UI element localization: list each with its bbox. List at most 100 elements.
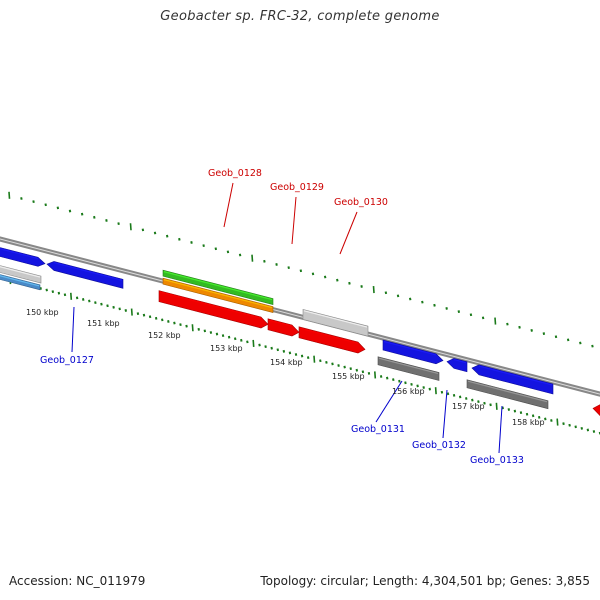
minor-tick xyxy=(263,259,266,263)
minor-tick xyxy=(264,345,267,349)
gene-g0129 xyxy=(267,318,300,337)
minor-tick xyxy=(452,393,456,397)
minor-tick xyxy=(294,353,298,356)
minor-tick xyxy=(190,241,193,244)
minor-tick xyxy=(591,344,594,348)
minor-tick xyxy=(507,408,511,411)
minor-tick xyxy=(518,325,521,329)
feature-track xyxy=(0,247,600,416)
minor-tick xyxy=(433,303,436,307)
gene-highlight xyxy=(378,357,439,375)
minor-tick xyxy=(258,343,261,347)
gene-highlight xyxy=(453,359,467,364)
minor-tick xyxy=(94,301,97,305)
major-tick xyxy=(252,339,255,348)
leader-line xyxy=(339,211,358,255)
minor-tick xyxy=(202,244,205,248)
major-tick xyxy=(494,317,497,325)
minor-tick xyxy=(51,290,55,293)
minor-tick xyxy=(477,400,480,404)
major-tick xyxy=(129,223,132,231)
gene-label: Geob_0127 xyxy=(40,355,94,366)
minor-tick xyxy=(276,348,279,352)
minor-tick xyxy=(197,327,200,331)
minor-tick xyxy=(530,329,533,332)
minor-tick xyxy=(112,305,115,309)
gene-highlight xyxy=(163,271,273,301)
minor-tick xyxy=(185,324,188,328)
minor-tick xyxy=(246,340,249,344)
minor-tick xyxy=(367,371,371,375)
gene-g0133_blue xyxy=(471,364,554,395)
minor-tick xyxy=(306,356,310,360)
gene-g_right_red xyxy=(592,404,600,416)
minor-tick xyxy=(165,234,169,238)
minor-tick xyxy=(428,387,431,391)
minor-tick xyxy=(348,281,351,285)
minor-tick xyxy=(118,307,121,311)
minor-tick xyxy=(238,253,242,257)
minor-tick xyxy=(319,359,322,363)
minor-tick xyxy=(203,329,207,333)
minor-tick xyxy=(421,300,424,304)
gene-highlight xyxy=(163,279,273,309)
leader-line xyxy=(291,196,297,245)
minor-tick xyxy=(300,354,304,358)
minor-tick xyxy=(299,269,303,273)
minor-tick xyxy=(385,376,389,380)
minor-tick xyxy=(574,425,577,429)
minor-tick xyxy=(154,316,158,320)
gene-highlight xyxy=(0,275,40,287)
major-tick xyxy=(251,254,254,262)
minor-tick xyxy=(81,298,85,301)
major-tick xyxy=(374,371,377,379)
minor-tick xyxy=(63,293,67,297)
minor-tick xyxy=(554,335,558,339)
minor-tick xyxy=(39,287,42,290)
minor-tick xyxy=(100,302,103,306)
minor-tick xyxy=(221,334,225,338)
leader-line xyxy=(71,306,75,353)
scale-tick-label: 155 kbp xyxy=(332,372,365,381)
scale-tick-label: 154 kbp xyxy=(270,358,303,367)
minor-tick xyxy=(45,288,48,292)
minor-tick xyxy=(398,379,401,383)
backbone-highlight xyxy=(0,238,600,395)
minor-tick xyxy=(142,313,146,317)
minor-tick xyxy=(501,406,504,410)
minor-tick xyxy=(458,395,462,399)
minor-tick xyxy=(408,297,412,301)
gene-label: Geob_0128 xyxy=(208,168,262,179)
minor-tick xyxy=(68,209,72,213)
minor-tick xyxy=(32,200,35,204)
minor-tick xyxy=(489,403,492,407)
minor-tick xyxy=(384,291,388,295)
minor-tick xyxy=(566,338,570,342)
major-tick xyxy=(70,292,73,300)
gene-g0130_gray xyxy=(302,308,369,337)
scale-tick-label: 157 kbp xyxy=(452,402,485,411)
minor-tick xyxy=(544,417,547,421)
minor-tick xyxy=(331,362,334,366)
gene-g0133 xyxy=(466,379,549,410)
minor-tick xyxy=(75,296,79,300)
minor-tick xyxy=(422,386,425,389)
minor-tick xyxy=(481,316,485,320)
minor-tick xyxy=(360,285,363,288)
minor-tick xyxy=(161,318,164,322)
gene-highlight xyxy=(159,291,262,319)
minor-tick xyxy=(287,266,290,269)
major-tick xyxy=(130,308,133,316)
gene-g0130 xyxy=(298,326,366,354)
minor-tick xyxy=(465,397,468,400)
leader-line xyxy=(498,405,503,454)
minor-tick xyxy=(106,304,109,308)
major-tick xyxy=(495,402,498,410)
minor-tick xyxy=(592,430,596,433)
gene-g0131_blue xyxy=(382,339,444,365)
minor-tick xyxy=(513,409,517,413)
gene-label: Geob_0133 xyxy=(470,455,524,466)
minor-tick xyxy=(227,335,231,339)
minor-tick xyxy=(57,291,61,295)
